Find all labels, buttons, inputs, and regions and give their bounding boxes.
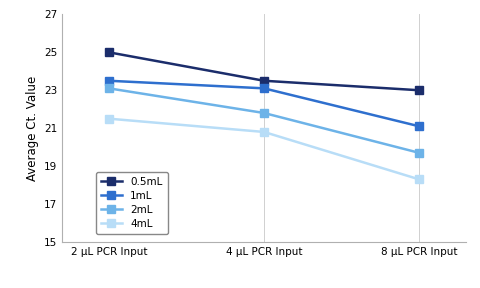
2mL xyxy=(261,111,267,115)
Legend: 0.5mL, 1mL, 2mL, 4mL: 0.5mL, 1mL, 2mL, 4mL xyxy=(96,172,168,234)
Y-axis label: Average Ct. Value: Average Ct. Value xyxy=(26,75,39,181)
2mL xyxy=(106,87,112,90)
4mL xyxy=(106,117,112,120)
1mL xyxy=(106,79,112,82)
4mL xyxy=(261,130,267,134)
1mL xyxy=(416,124,422,128)
0.5mL xyxy=(416,88,422,92)
2mL xyxy=(416,151,422,155)
1mL xyxy=(261,87,267,90)
Line: 2mL: 2mL xyxy=(105,84,423,157)
Line: 1mL: 1mL xyxy=(105,77,423,130)
0.5mL xyxy=(106,51,112,54)
4mL xyxy=(416,178,422,181)
0.5mL xyxy=(261,79,267,82)
Line: 0.5mL: 0.5mL xyxy=(105,48,423,94)
Line: 4mL: 4mL xyxy=(105,115,423,183)
